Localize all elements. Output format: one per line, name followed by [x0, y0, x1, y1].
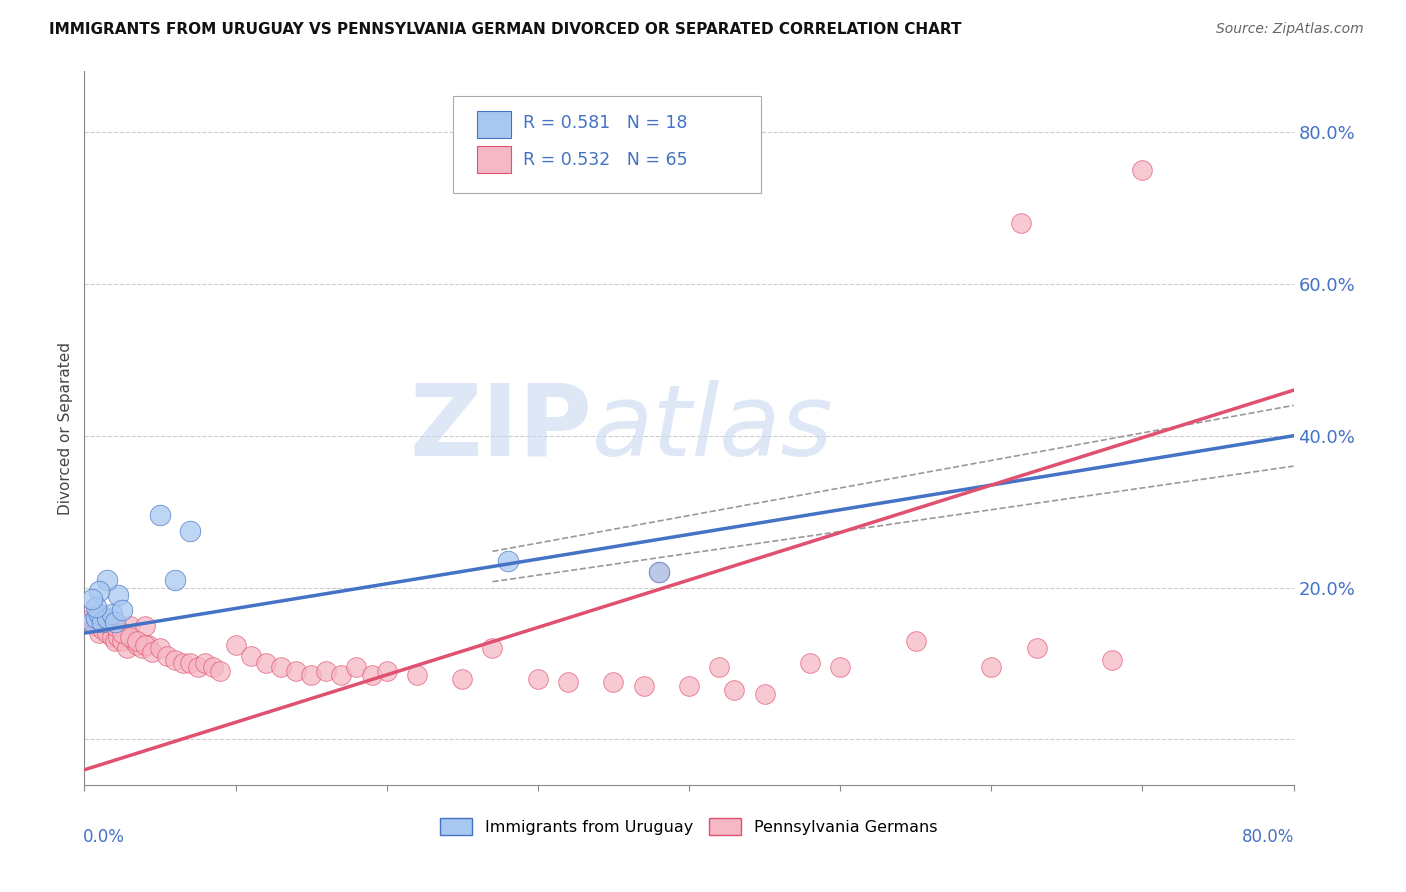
Point — [557, 675, 579, 690]
Point — [104, 615, 127, 629]
Point — [141, 645, 163, 659]
Point — [131, 641, 153, 656]
Point — [93, 611, 115, 625]
Point — [330, 668, 353, 682]
Point — [134, 638, 156, 652]
Point — [86, 615, 108, 629]
Text: atlas: atlas — [592, 380, 834, 476]
Point — [299, 668, 322, 682]
Text: R = 0.532   N = 65: R = 0.532 N = 65 — [523, 151, 688, 169]
Point — [149, 508, 172, 523]
Point — [89, 626, 111, 640]
Point — [270, 660, 292, 674]
Point — [86, 618, 108, 632]
Point — [799, 657, 821, 671]
Point — [104, 618, 127, 632]
Point — [1011, 216, 1033, 230]
Point — [346, 660, 368, 674]
Point — [111, 626, 134, 640]
Point — [96, 611, 118, 625]
Point — [80, 615, 103, 629]
Point — [91, 615, 114, 629]
Point — [239, 648, 262, 663]
Point — [100, 630, 122, 644]
Point — [165, 573, 187, 587]
Point — [107, 630, 129, 644]
Text: Source: ZipAtlas.com: Source: ZipAtlas.com — [1216, 22, 1364, 37]
Point — [225, 638, 247, 652]
Point — [149, 641, 172, 656]
Point — [285, 664, 308, 678]
Point — [89, 607, 111, 622]
FancyBboxPatch shape — [453, 96, 762, 193]
Point — [754, 687, 776, 701]
Point — [89, 584, 111, 599]
Point — [904, 633, 927, 648]
Point — [723, 683, 745, 698]
Point — [122, 633, 145, 648]
Point — [118, 618, 141, 632]
Point — [527, 672, 550, 686]
Point — [451, 672, 474, 686]
Point — [406, 668, 429, 682]
Point — [375, 664, 398, 678]
Point — [1130, 163, 1153, 178]
Text: ZIP: ZIP — [409, 380, 592, 476]
Point — [127, 638, 149, 652]
Point — [1025, 641, 1047, 656]
Point — [136, 638, 159, 652]
Point — [89, 607, 111, 622]
Point — [678, 679, 700, 693]
Point — [86, 599, 108, 614]
Point — [254, 657, 277, 671]
Point — [709, 660, 731, 674]
Y-axis label: Divorced or Separated: Divorced or Separated — [58, 342, 73, 515]
Point — [194, 657, 217, 671]
Point — [134, 618, 156, 632]
Point — [602, 675, 624, 690]
Point — [830, 660, 852, 674]
Point — [104, 633, 127, 648]
Point — [209, 664, 232, 678]
Point — [91, 623, 114, 637]
Point — [172, 657, 194, 671]
Point — [96, 615, 118, 629]
Point — [127, 633, 149, 648]
Point — [111, 603, 134, 617]
Point — [179, 524, 201, 538]
Text: IMMIGRANTS FROM URUGUAY VS PENNSYLVANIA GERMAN DIVORCED OR SEPARATED CORRELATION: IMMIGRANTS FROM URUGUAY VS PENNSYLVANIA … — [49, 22, 962, 37]
Text: R = 0.581   N = 18: R = 0.581 N = 18 — [523, 114, 688, 132]
Point — [100, 607, 122, 622]
Point — [179, 657, 201, 671]
Point — [80, 611, 103, 625]
Point — [111, 633, 134, 648]
Point — [80, 615, 103, 629]
FancyBboxPatch shape — [478, 111, 512, 137]
Point — [96, 573, 118, 587]
Point — [633, 679, 655, 693]
Point — [360, 668, 382, 682]
Point — [648, 566, 671, 580]
Point — [315, 664, 337, 678]
Point — [115, 641, 138, 656]
Point — [201, 660, 224, 674]
FancyBboxPatch shape — [478, 146, 512, 173]
Point — [1101, 653, 1123, 667]
Point — [118, 630, 141, 644]
Point — [165, 653, 187, 667]
Point — [80, 591, 103, 606]
Point — [980, 660, 1002, 674]
Text: 0.0%: 0.0% — [83, 828, 125, 846]
Point — [86, 611, 108, 625]
Point — [156, 648, 179, 663]
Point — [496, 554, 519, 568]
Point — [481, 641, 503, 656]
Point — [107, 588, 129, 602]
Point — [187, 660, 209, 674]
Point — [96, 626, 118, 640]
Legend: Immigrants from Uruguay, Pennsylvania Germans: Immigrants from Uruguay, Pennsylvania Ge… — [434, 812, 943, 841]
Point — [648, 566, 671, 580]
Text: 80.0%: 80.0% — [1243, 828, 1295, 846]
